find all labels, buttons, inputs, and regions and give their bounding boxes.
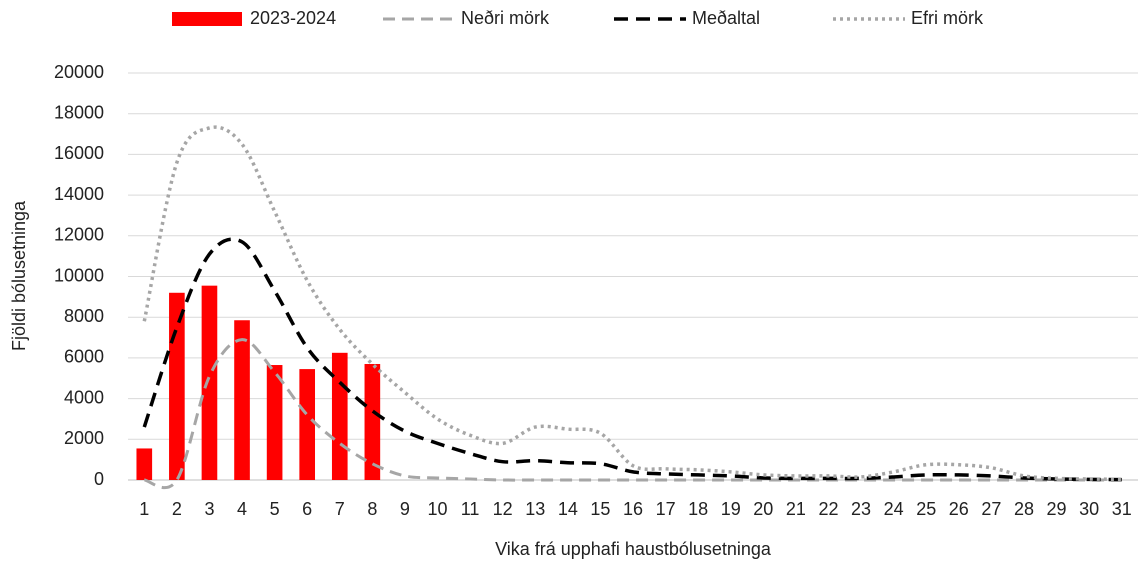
x-tick-label: 21 (786, 499, 806, 519)
x-tick-label: 6 (302, 499, 312, 519)
x-tick-label: 24 (884, 499, 904, 519)
x-tick-label: 5 (270, 499, 280, 519)
x-tick-label: 22 (818, 499, 838, 519)
x-tick-label: 13 (525, 499, 545, 519)
y-axis-label: Fjöldi bólusetninga (9, 200, 29, 351)
y-tick-label: 6000 (64, 347, 104, 367)
bar (299, 369, 316, 480)
x-tick-label: 15 (590, 499, 610, 519)
x-tick-label: 29 (1047, 499, 1067, 519)
legend-label: Efri mörk (911, 8, 984, 28)
y-tick-label: 14000 (54, 184, 104, 204)
y-tick-label: 20000 (54, 62, 104, 82)
x-tick-label: 14 (558, 499, 578, 519)
x-tick-label: 26 (949, 499, 969, 519)
x-axis-label: Vika frá upphafi haustbólusetninga (495, 539, 772, 559)
x-tick-label: 27 (981, 499, 1001, 519)
x-tick-label: 2 (172, 499, 182, 519)
bar (364, 364, 381, 480)
bar (136, 448, 153, 480)
x-tick-label: 9 (400, 499, 410, 519)
bar (234, 320, 250, 480)
bar (169, 292, 185, 480)
x-tick-label: 28 (1014, 499, 1034, 519)
line-series (142, 125, 1122, 482)
y-tick-label: 12000 (54, 225, 104, 245)
x-tick-label: 18 (688, 499, 708, 519)
legend-label: 2023-2024 (250, 8, 336, 28)
legend-swatch (172, 12, 242, 26)
x-tick-label: 8 (367, 499, 377, 519)
bar (266, 365, 283, 480)
x-tick-label: 25 (916, 499, 936, 519)
x-tick-label: 12 (493, 499, 513, 519)
bar (331, 352, 348, 480)
y-tick-label: 4000 (64, 387, 104, 407)
legend-label: Meðaltal (692, 8, 760, 28)
x-tick-label: 16 (623, 499, 643, 519)
legend-label: Neðri mörk (461, 8, 550, 28)
x-tick-label: 4 (237, 499, 247, 519)
x-tick-label: 3 (204, 499, 214, 519)
x-tick-label: 23 (851, 499, 871, 519)
y-tick-label: 8000 (64, 306, 104, 326)
x-tick-label: 11 (461, 499, 480, 519)
bar (201, 285, 218, 480)
x-tick-label: 10 (428, 499, 448, 519)
y-tick-label: 0 (94, 469, 104, 489)
y-tick-label: 16000 (54, 143, 104, 163)
x-tick-label: 19 (721, 499, 741, 519)
y-tick-label: 2000 (64, 428, 104, 448)
x-tick-label: 17 (656, 499, 676, 519)
x-tick-label: 30 (1079, 499, 1099, 519)
y-tick-label: 18000 (54, 102, 104, 122)
x-tick-label: 20 (753, 499, 773, 519)
line-series (142, 237, 1122, 482)
x-tick-label: 1 (139, 499, 149, 519)
x-tick-label: 7 (335, 499, 345, 519)
x-tick-label: 31 (1112, 499, 1132, 519)
y-tick-label: 10000 (54, 265, 104, 285)
line-series (143, 338, 1122, 490)
